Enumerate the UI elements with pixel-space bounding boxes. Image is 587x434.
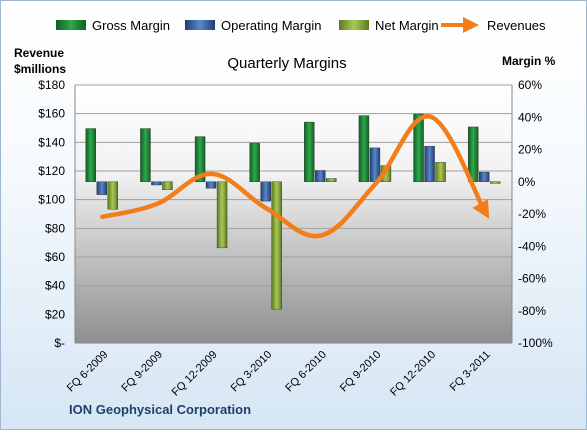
x-tick-label: FQ 6-2010: [283, 349, 329, 395]
company-name: ION Geophysical Corporation: [69, 402, 251, 417]
bar-net-margin: [162, 182, 172, 190]
bar-operating-margin: [261, 182, 271, 201]
bar-gross-margin: [359, 116, 369, 182]
right-tick-label: -20%: [518, 207, 546, 221]
bar-gross-margin: [250, 143, 260, 182]
x-tick-label: FQ 12-2009: [170, 349, 220, 399]
x-tick-label: FQ 9-2009: [119, 349, 165, 395]
legend-label-net-margin: Net Margin: [375, 18, 439, 33]
bar-gross-margin: [304, 122, 314, 182]
legend-item-net-margin: Net Margin: [339, 18, 439, 33]
left-tick-label: $60: [45, 250, 65, 264]
left-tick-label: $120: [38, 164, 65, 178]
chart-title: Quarterly Margins: [227, 55, 346, 72]
bar-operating-margin: [206, 182, 216, 188]
bar-operating-margin: [97, 182, 107, 195]
bar-net-margin: [436, 162, 446, 181]
legend-item-gross-margin: Gross Margin: [56, 18, 170, 33]
bar-net-margin: [217, 182, 227, 248]
bar-operating-margin: [315, 170, 325, 181]
bar-operating-margin: [425, 146, 435, 181]
right-axis-title: Margin %: [502, 54, 556, 68]
legend-label-operating-margin: Operating Margin: [221, 18, 321, 33]
bar-operating-margin: [151, 182, 161, 185]
right-tick-label: 40%: [518, 110, 542, 124]
right-tick-label: 0%: [518, 175, 536, 189]
bar-gross-margin: [86, 129, 96, 182]
right-tick-label: 20%: [518, 143, 542, 157]
legend-swatch-operating-margin: [185, 20, 215, 30]
legend-label-revenues: Revenues: [487, 18, 546, 33]
right-tick-label: -100%: [518, 336, 553, 350]
left-tick-label: $180: [38, 78, 65, 92]
legend-swatch-net-margin: [339, 20, 369, 30]
right-tick-label: -60%: [518, 272, 546, 286]
x-tick-label: FQ 12-2010: [388, 349, 438, 399]
left-axis-title-line1: Revenue: [14, 46, 64, 60]
right-tick-label: -80%: [518, 304, 546, 318]
bar-net-margin: [326, 179, 336, 182]
left-tick-label: $-: [54, 336, 65, 350]
x-tick-label: FQ 3-2011: [448, 349, 493, 394]
right-tick-label: 60%: [518, 78, 542, 92]
left-tick-label: $40: [45, 279, 65, 293]
right-axis-ticks: -100% -80% -60% -40% -20% 0% 20% 40% 60%: [518, 78, 553, 350]
legend-item-revenues: Revenues: [441, 18, 546, 33]
plot-area: [75, 85, 512, 343]
bar-net-margin: [490, 182, 500, 184]
left-axis-ticks: $- $20 $40 $60 $80 $100 $120 $140 $160 $180: [38, 78, 65, 350]
left-tick-label: $140: [38, 135, 65, 149]
bar-operating-margin: [479, 172, 489, 182]
left-tick-label: $20: [45, 307, 65, 321]
right-tick-label: -40%: [518, 239, 546, 253]
bar-gross-margin: [140, 129, 150, 182]
left-tick-label: $160: [38, 107, 65, 121]
x-tick-label: FQ 6-2009: [65, 349, 111, 395]
bar-net-margin: [272, 182, 282, 309]
bar-net-margin: [108, 182, 118, 209]
x-tick-label: FQ 9-2010: [338, 349, 384, 395]
x-tick-label: FQ 3-2010: [229, 349, 275, 395]
left-tick-label: $80: [45, 221, 65, 235]
legend: Gross Margin Operating Margin Net Margin…: [56, 18, 546, 33]
legend-swatch-gross-margin: [56, 20, 86, 30]
legend-label-gross-margin: Gross Margin: [92, 18, 170, 33]
left-axis-title-line2: $millions: [14, 62, 66, 76]
legend-item-operating-margin: Operating Margin: [185, 18, 321, 33]
left-tick-label: $100: [38, 193, 65, 207]
